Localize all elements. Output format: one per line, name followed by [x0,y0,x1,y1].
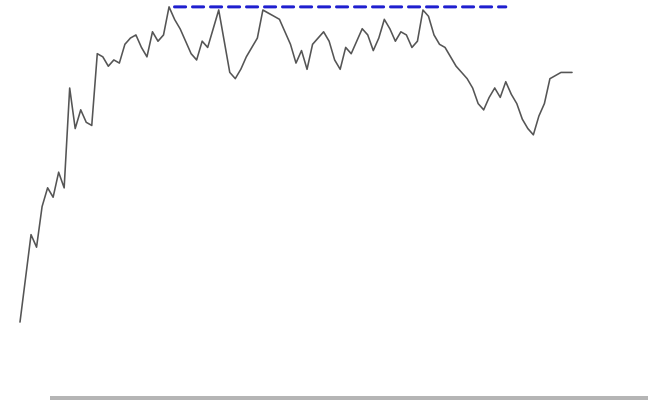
series-line-1 [19,6,573,323]
series-layer [19,5,573,323]
